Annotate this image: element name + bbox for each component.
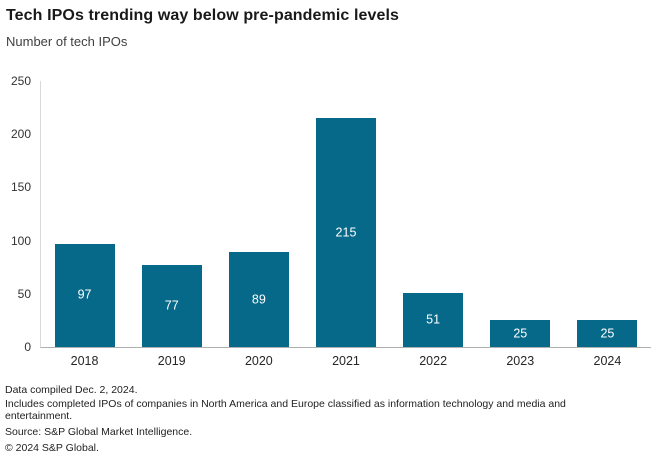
x-tick-label: 2023 (506, 354, 535, 368)
bar-value-label: 215 (335, 225, 357, 240)
bar-slot: 97 (41, 81, 128, 347)
y-tick-label: 200 (10, 127, 31, 142)
x-tick-label: 2022 (419, 354, 448, 368)
footnote-source: Source: S&P Global Market Intelligence. (5, 426, 193, 438)
bar-value-label: 97 (77, 287, 92, 302)
bar-value-label: 89 (251, 292, 266, 307)
bar-slot: 51 (390, 81, 477, 347)
y-tick-label: 0 (24, 340, 31, 354)
bar-slot: 25 (564, 81, 651, 347)
bar-2021: 215 (315, 118, 376, 347)
bar-value-label: 77 (164, 298, 179, 313)
bar-value-label: 25 (513, 326, 528, 341)
bar-2018: 97 (54, 243, 115, 347)
x-tick-label: 2018 (70, 354, 99, 368)
chart-subtitle: Number of tech IPOs (6, 34, 128, 49)
chart-title: Tech IPOs trending way below pre-pandemi… (6, 7, 400, 24)
x-tick-label: 2024 (593, 354, 622, 368)
bar-2024: 25 (577, 320, 638, 347)
bar-2022: 51 (403, 292, 464, 347)
footnote-inclusion-criteria: Includes completed IPOs of companies in … (5, 398, 566, 422)
bar-slot: 25 (477, 81, 564, 347)
bar-2020: 89 (228, 252, 289, 347)
y-tick-label: 250 (10, 74, 31, 88)
footnote-copyright: © 2024 S&P Global. (5, 442, 99, 454)
y-tick-label: 100 (10, 233, 31, 248)
footnote-data-compiled: Data compiled Dec. 2, 2024. (5, 384, 138, 396)
y-tick-label: 50 (17, 286, 31, 301)
bar-2023: 25 (490, 320, 551, 347)
bar-slot: 89 (215, 81, 302, 347)
bar-value-label: 51 (426, 312, 441, 327)
x-tick-label: 2020 (244, 354, 273, 368)
x-tick-label: 2021 (332, 354, 360, 368)
plot-area: 97 2018 77 2019 89 2020 215 2021 51 2022 25 2023 25 2… (40, 81, 651, 368)
bar-value-label: 25 (600, 326, 615, 341)
y-tick-label: 150 (10, 180, 31, 195)
x-tick-label: 2019 (157, 354, 186, 368)
bar-slot: 77 (128, 81, 215, 347)
bar-2019: 77 (141, 265, 202, 347)
bar-slot: 215 (302, 81, 389, 347)
